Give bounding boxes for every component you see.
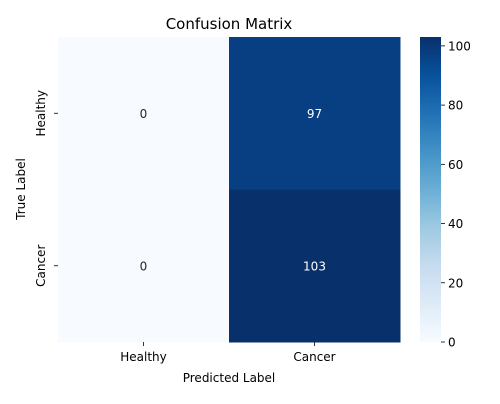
x-axis-label: Predicted Label [183,371,276,385]
cell-value-label: 97 [307,107,322,121]
heatmap-cell [58,37,230,190]
colorbar-tick-label: 20 [448,276,463,290]
colorbar-tick-label: 40 [448,217,463,231]
x-tick-label: Healthy [120,350,167,364]
colorbar-ticks: 0 20 40 60 80 100 [441,39,471,350]
heatmap-cells [58,37,401,343]
colorbar-tick-label: 100 [448,39,471,53]
y-axis-ticks: Healthy Cancer [34,90,58,287]
x-tick-label: Cancer [293,350,335,364]
colorbar-tick-label: 60 [448,158,463,172]
colorbar-tick-label: 80 [448,99,463,113]
heatmap-cell [229,189,401,343]
y-tick-label: Cancer [34,245,48,287]
heatmap-cell [229,37,401,190]
heatmap-cell [58,189,230,343]
colorbar-tick-label: 0 [448,336,456,350]
cell-value-label: 103 [303,259,326,273]
cell-value-label: 0 [140,259,148,273]
y-axis-label: True Label [14,158,28,221]
heatmap-cell-labels: 0 97 0 103 [140,107,326,274]
x-axis-ticks: Healthy Cancer [120,342,336,364]
chart-title: Confusion Matrix [166,15,293,33]
cell-value-label: 0 [140,107,148,121]
colorbar [420,37,441,342]
y-tick-label: Healthy [34,90,48,137]
